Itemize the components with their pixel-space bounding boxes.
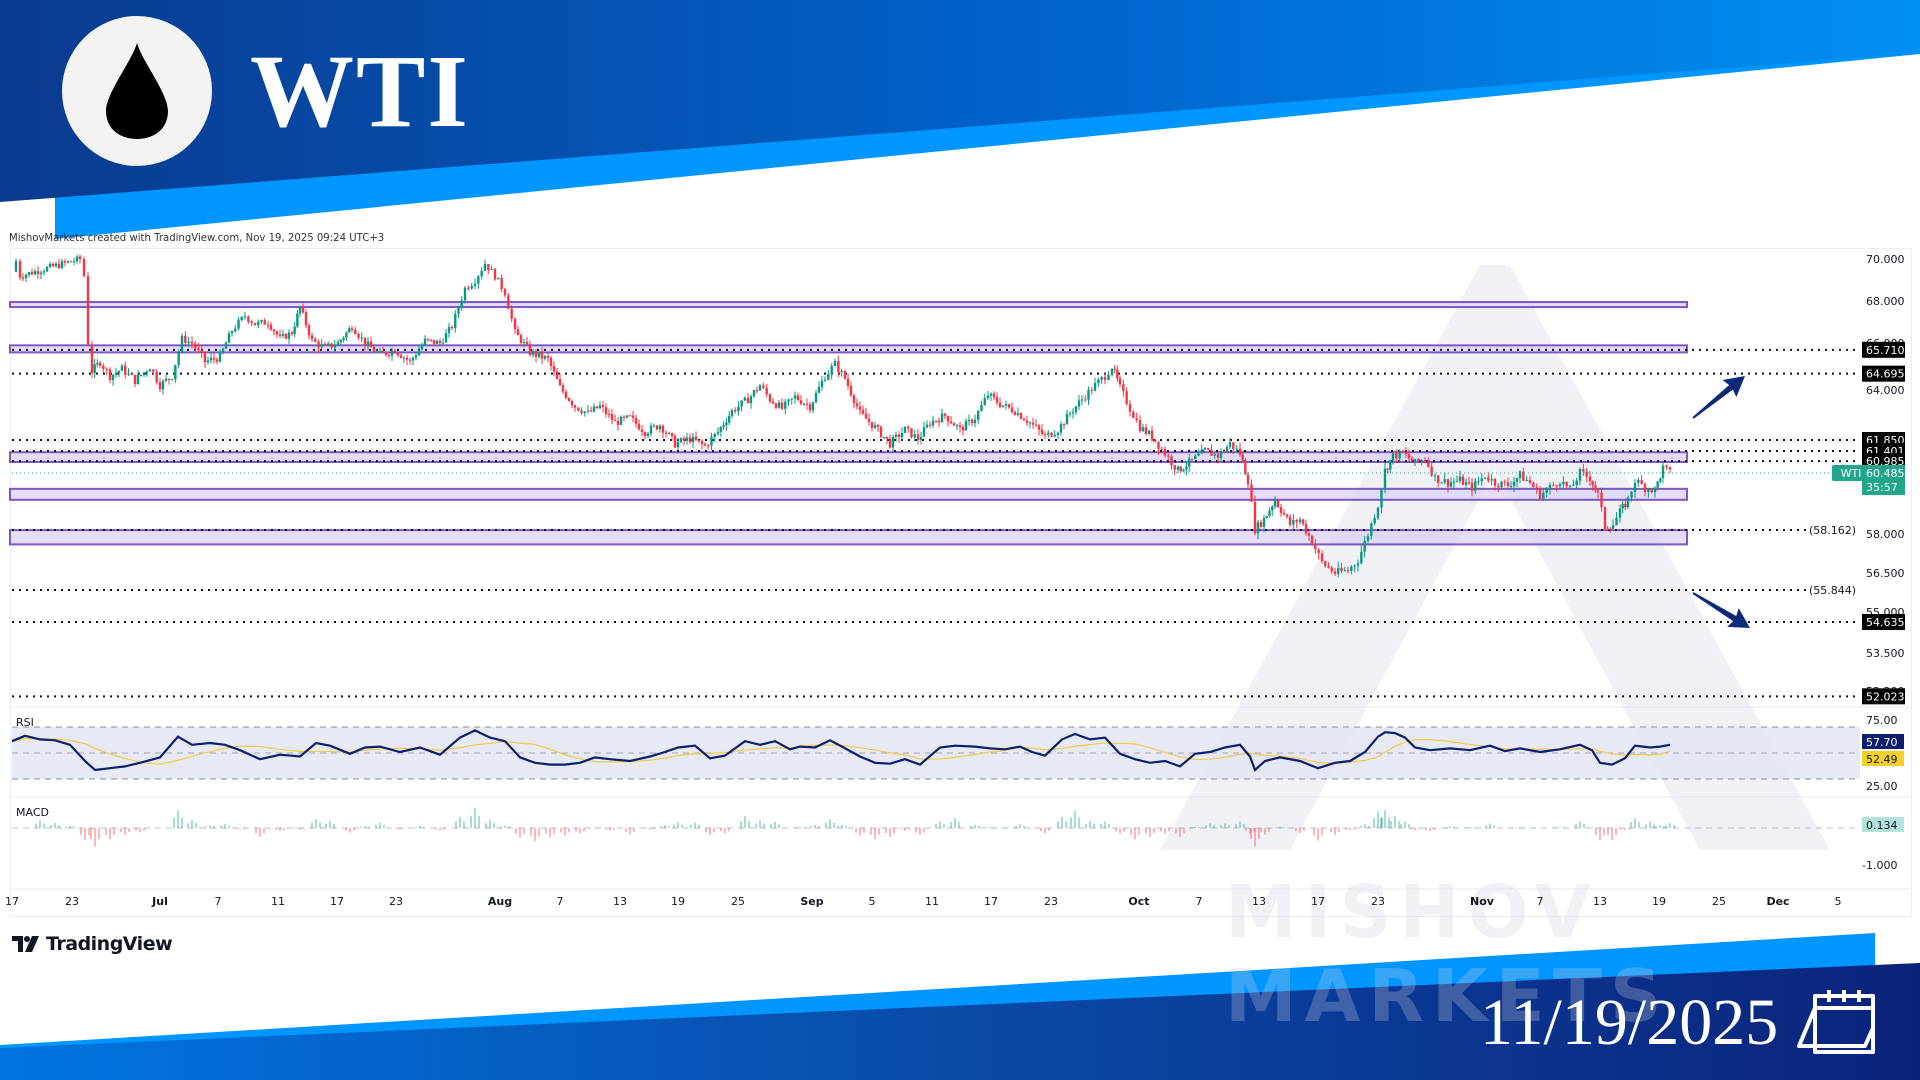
current-price-badge: WTI 60.485 35:57 (1832, 465, 1905, 495)
calendar-icon (1797, 990, 1875, 1054)
arrow-down-icon (1692, 592, 1750, 628)
rsi-label: RSI (16, 716, 34, 729)
date-tick: 25 (1712, 895, 1726, 908)
svg-text:65.710: 65.710 (1866, 344, 1905, 357)
price-tick: 70.000 (1866, 253, 1905, 266)
candlestick-series (14, 254, 1672, 578)
svg-text:0.134: 0.134 (1866, 819, 1898, 832)
date-tick: 5 (869, 895, 876, 908)
tradingview-brand: TradingView (12, 933, 173, 955)
svg-text:57.70: 57.70 (1866, 736, 1898, 749)
svg-text:60.985: 60.985 (1866, 455, 1905, 468)
date-tick: 17 (330, 895, 344, 908)
date-tick: 19 (1652, 895, 1666, 908)
date-tick: 13 (613, 895, 627, 908)
price-zone[interactable] (9, 301, 1688, 309)
date-tick: 11 (925, 895, 939, 908)
date-tick: 7 (557, 895, 564, 908)
rsi-pane: RSI (11, 716, 1860, 780)
date-tick: Dec (1766, 895, 1789, 908)
svg-text:54.635: 54.635 (1866, 616, 1905, 629)
arrow-up-icon (1692, 375, 1746, 419)
date-axis[interactable]: 17 23 Jul 7 11 17 23 Aug 7 13 19 25 Sep 5 11 17 23 Oct 7 13… (5, 895, 1842, 908)
date-tick: 23 (1371, 895, 1385, 908)
price-zone[interactable] (9, 344, 1688, 354)
page-title: WTI (250, 34, 470, 149)
svg-text:25.00: 25.00 (1866, 780, 1898, 793)
price-zone[interactable] (9, 487, 1688, 501)
price-tick: 58.000 (1866, 528, 1905, 541)
price-zone[interactable] (9, 451, 1688, 463)
watermark-text: MISHOV MARKETS (1225, 870, 1670, 1038)
svg-text:52.023: 52.023 (1866, 690, 1905, 703)
logo-badge (62, 16, 212, 166)
svg-text:60.485: 60.485 (1866, 467, 1905, 480)
chart-credit-line: MishovMarkets created with TradingView.c… (9, 231, 385, 244)
date-tick: Jul (151, 895, 168, 908)
price-tick: 53.500 (1866, 647, 1905, 660)
date-tick: 7 (1196, 895, 1203, 908)
macd-value-badges: 0.134 -1.000 (1862, 817, 1904, 872)
svg-text:64.695: 64.695 (1866, 368, 1905, 381)
date-tick: Oct (1128, 895, 1149, 908)
svg-text:(55.844): (55.844) (1809, 584, 1856, 597)
svg-text:75.00: 75.00 (1866, 714, 1898, 727)
date-tick: 23 (389, 895, 403, 908)
chart-panel[interactable] (10, 248, 1912, 917)
date-tick: 19 (671, 895, 685, 908)
svg-text:(58.162): (58.162) (1809, 524, 1856, 537)
watermark-logo-icon (1160, 265, 1830, 850)
date-tick: 13 (1252, 895, 1266, 908)
date-tick: 17 (5, 895, 19, 908)
svg-text:-1.000: -1.000 (1862, 859, 1897, 872)
date-tick: Nov (1470, 895, 1495, 908)
price-tick: 68.000 (1866, 295, 1905, 308)
price-tick: 56.500 (1866, 567, 1905, 580)
macd-pane: MACD (12, 806, 1860, 847)
svg-text:WTI: WTI (1841, 467, 1862, 480)
price-tick: 64.000 (1866, 384, 1905, 397)
support-resistance-zones (9, 301, 1688, 546)
date-tick: 7 (1537, 895, 1544, 908)
price-zone[interactable] (9, 529, 1688, 546)
oil-drop-icon (106, 43, 168, 139)
tradingview-brand-label: TradingView (46, 933, 173, 955)
date-tick: 11 (271, 895, 285, 908)
date-tick: 13 (1593, 895, 1607, 908)
report-date: 11/19/2025 (1480, 986, 1779, 1059)
horizontal-levels (12, 348, 1858, 698)
date-tick: Aug (488, 895, 512, 908)
level-price-badges: 65.71064.69561.85061.40160.985(58.162)(5… (1809, 341, 1905, 705)
date-tick: Sep (800, 895, 823, 908)
tradingview-logo-icon (12, 936, 39, 952)
date-tick: 5 (1835, 895, 1842, 908)
macd-label: MACD (16, 806, 49, 819)
rsi-value-badges: 75.00 57.70 52.49 25.00 (1862, 714, 1904, 793)
date-tick: 17 (1311, 895, 1325, 908)
date-tick: 23 (65, 895, 79, 908)
date-tick: 7 (215, 895, 222, 908)
svg-text:52.49: 52.49 (1866, 753, 1898, 766)
svg-text:35:57: 35:57 (1866, 481, 1898, 494)
projection-arrows (1692, 375, 1750, 628)
date-tick: 17 (984, 895, 998, 908)
date-tick: 25 (731, 895, 745, 908)
date-tick: 23 (1044, 895, 1058, 908)
